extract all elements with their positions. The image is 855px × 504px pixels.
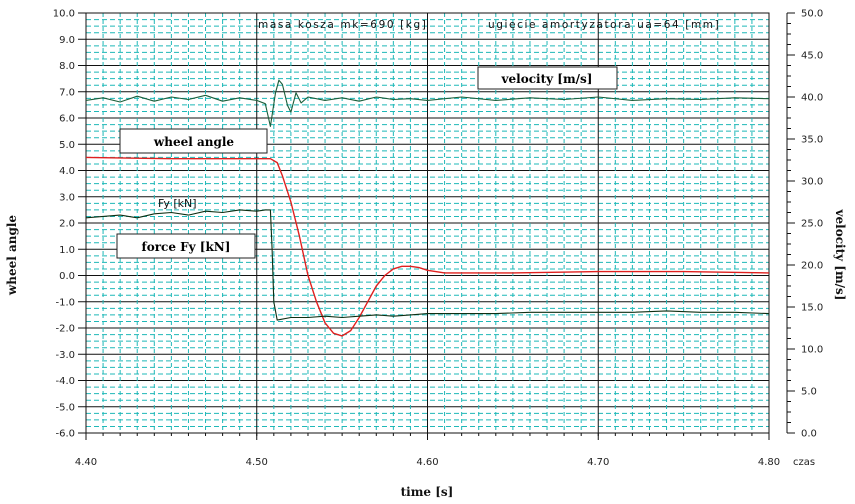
force-label-box: force Fy [kN] [116,233,256,259]
velocity-label-box: velocity [m/s] [477,66,618,90]
x-unit-label: czas [793,457,815,468]
y-axis-title-right: velocity [m/s] [833,209,847,301]
right-tick-label: 20.0 [801,261,823,272]
header-mass-text: masa kosza mk=690 [kg] [258,19,427,31]
left-tick-label: 8.0 [59,61,75,72]
series-line-force [85,209,770,321]
left-tick-label: -3.0 [55,350,75,361]
left-tick-label: -2.0 [55,324,75,335]
x-tick-label: 4.40 [75,457,97,468]
right-tick-label: 30.0 [801,177,823,188]
left-tick-label: -4.0 [55,376,75,387]
grid [85,12,770,434]
left-tick-label: -6.0 [55,429,75,440]
wheel-angle-label-box: wheel angle [119,128,268,154]
x-tick-label: 4.80 [758,457,780,468]
right-tick-label: 10.0 [801,345,823,356]
right-tick-label: 45.0 [801,51,823,62]
series-line-wheel-angle [85,156,770,337]
x-tick-labels: 4.40 4.50 4.60 4.70 4.80 [75,433,780,468]
series-line-velocity [85,79,770,127]
left-tick-label: 5.0 [59,140,75,151]
left-tick-label: 9.0 [59,35,75,46]
right-tick-label: 50.0 [801,9,823,20]
velocity-label: velocity [m/s] [501,72,593,86]
x-tick-label: 4.50 [246,457,268,468]
left-tick-label: 7.0 [59,87,75,98]
right-tick-label: 40.0 [801,93,823,104]
force-annotation: Fy [kN] [158,197,197,210]
right-tick-label: 15.0 [801,303,823,314]
left-tick-label: 3.0 [59,192,75,203]
right-tick-label: 0.0 [801,429,817,440]
left-tick-label: 0.0 [59,271,75,282]
x-tick-label: 4.60 [416,457,438,468]
left-tick-label: -1.0 [55,297,75,308]
wheel-angle-label: wheel angle [153,135,235,149]
right-tick-label: 25.0 [801,219,823,230]
left-tick-label: -5.0 [55,402,75,413]
left-tick-label: 6.0 [59,114,75,125]
x-tick-label: 4.70 [587,457,609,468]
series-group [85,79,770,337]
force-label: force Fy [kN] [142,240,231,254]
left-tick-label: 1.0 [59,245,75,256]
header-spring-text: ugięcie amortyzatora ua=64 [mm] [488,19,720,31]
left-tick-label: 10.0 [53,9,75,20]
left-tick-labels: 10.0 9.0 8.0 7.0 6.0 5.0 4.0 3.0 2.0 1.0 0.0 -1.0 -2… [53,9,86,440]
left-tick-label: 4.0 [59,166,75,177]
right-tick-labels: 50.0 45.0 40.0 35.0 30.0 25.0 20.0 15.0 10.0 5.0 0… [787,9,823,440]
y-axis-title-left: wheel angle [5,215,19,297]
x-axis-title: time [s] [401,485,454,499]
right-tick-label: 5.0 [801,387,817,398]
right-tick-label: 35.0 [801,135,823,146]
left-tick-label: 2.0 [59,219,75,230]
